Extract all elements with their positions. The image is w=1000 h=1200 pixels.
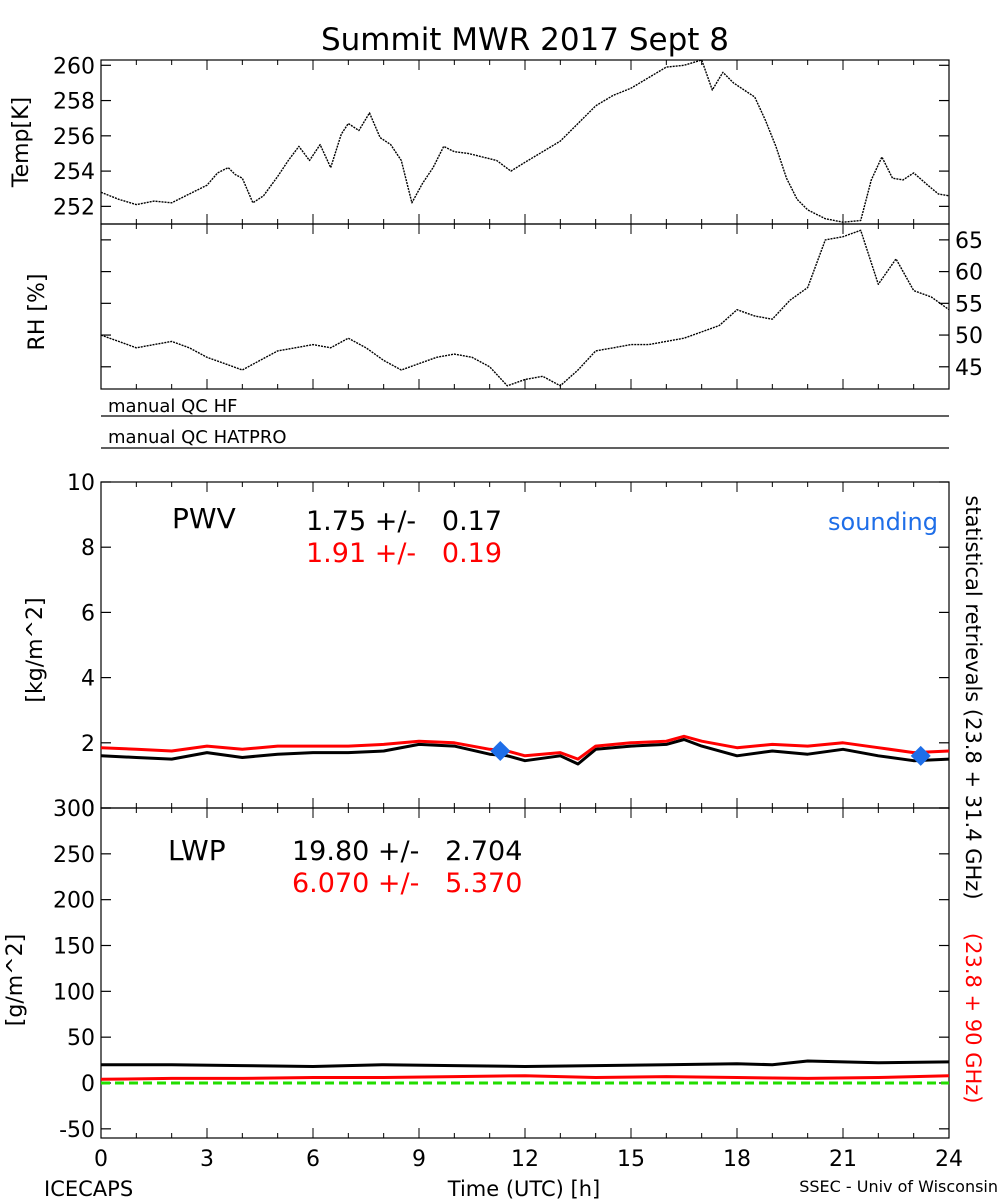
y-tick-label: 200: [53, 889, 95, 914]
y-tick-label: 4: [81, 667, 95, 692]
y-tick-label: 10: [67, 471, 95, 496]
x-tick-label: 6: [306, 1147, 320, 1172]
temp-axis-label: Temp[K]: [9, 97, 34, 188]
y-tick-label: 50: [955, 324, 983, 349]
side-label-black: statistical retrievals (23.8 + 31.4 GHz): [961, 495, 985, 899]
y-tick-label: 150: [53, 935, 95, 960]
rh-axis-label: RH [%]: [25, 274, 50, 351]
y-tick-label: 100: [53, 980, 95, 1005]
x-axis-label: Time (UTC) [h]: [447, 1177, 600, 1200]
series-line: [101, 1059, 950, 1068]
lwp-label: LWP: [168, 834, 226, 867]
y-tick-label: 260: [53, 54, 95, 79]
x-tick-label: 12: [511, 1147, 539, 1172]
y-tick-label: 258: [53, 90, 95, 115]
series-line: [100, 734, 950, 761]
sounding-label: sounding: [828, 508, 938, 536]
x-tick-label: 21: [829, 1147, 857, 1172]
x-tick-label: 3: [200, 1147, 214, 1172]
lwp-red-stat: 6.070 +/- 5.370: [292, 868, 522, 899]
temp-panel-frame: [100, 59, 950, 225]
y-tick-label: 2: [81, 732, 95, 757]
sounding-marker: [490, 740, 511, 761]
pwv-black-stat: 1.75 +/- 0.17: [306, 506, 502, 537]
lwp-black-stat: 19.80 +/- 2.704: [292, 836, 522, 867]
pwv-axis-label: [kg/m^2]: [23, 597, 48, 702]
data-series: [100, 59, 950, 1085]
y-tick-label: 0: [81, 1072, 95, 1097]
x-tick-label: 0: [94, 1147, 108, 1172]
x-tick-label: 18: [723, 1147, 751, 1172]
side-label: statistical retrievals (23.8 + 31.4 GHz)…: [961, 462, 985, 1124]
y-tick-label: 300: [53, 797, 95, 822]
lwp-panel-frame: [100, 807, 950, 1139]
y-tick-label: 6: [81, 601, 95, 626]
y-tick-label: 45: [955, 356, 983, 381]
y-tick-label: 50: [67, 1026, 95, 1051]
side-label-red: (23.8 + 90 GHz): [961, 933, 985, 1104]
y-tick-label: 250: [53, 843, 95, 868]
footer-right: SSEC - Univ of Wisconsin: [799, 1177, 998, 1196]
y-tick-label: 256: [53, 125, 95, 150]
x-tick-label: 15: [617, 1147, 645, 1172]
axis-ticks: 25225425625826045505560650246810-5005010…: [53, 54, 983, 1172]
series-line: [100, 1074, 950, 1081]
footer-left: ICECAPS: [44, 1177, 133, 1200]
y-tick-label: 8: [81, 536, 95, 561]
pwv-label: PWV: [172, 502, 236, 535]
x-tick-label: 24: [935, 1147, 963, 1172]
y-tick-label: 0: [81, 797, 95, 822]
y-tick-label: 65: [955, 229, 983, 254]
y-tick-label: 252: [53, 195, 95, 220]
x-tick-label: 9: [412, 1147, 426, 1172]
y-tick-label: 254: [53, 160, 95, 185]
sounding-marker: [910, 745, 931, 766]
lwp-axis-label: [g/m^2]: [3, 934, 28, 1026]
series-line: [100, 59, 950, 223]
y-tick-label: 55: [955, 292, 983, 317]
qc-hatpro-label: manual QC HATPRO: [108, 427, 287, 448]
series-line: [100, 738, 950, 766]
pwv-red-stat: 1.91 +/- 0.19: [306, 538, 502, 569]
figure-title: Summit MWR 2017 Sept 8: [321, 22, 729, 58]
series-line: [100, 229, 950, 387]
y-tick-label: 60: [955, 261, 983, 286]
qc-hf-label: manual QC HF: [108, 396, 237, 417]
y-tick-label: -50: [59, 1118, 95, 1143]
